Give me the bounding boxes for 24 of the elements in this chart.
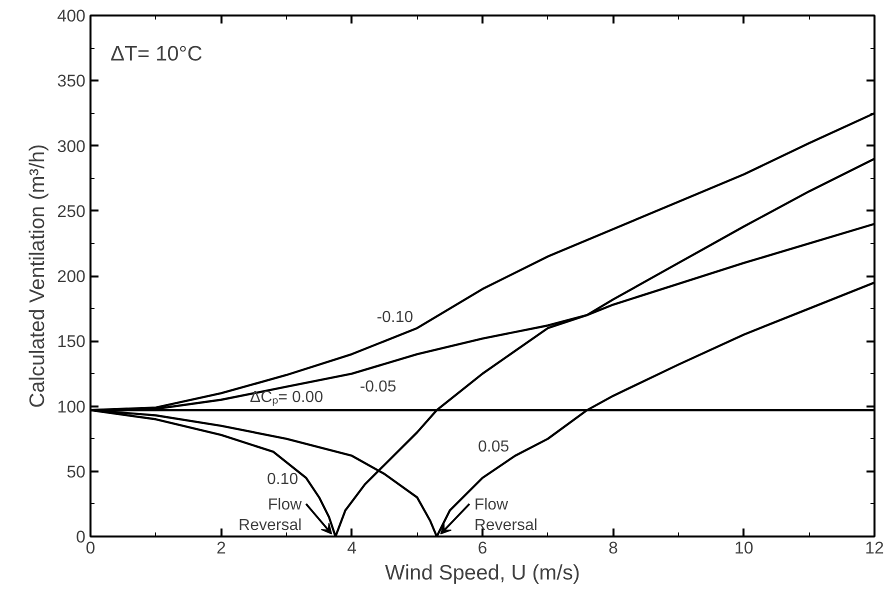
y-tick-label: 400 <box>57 6 86 26</box>
annotation: Flow Reversal <box>238 496 302 534</box>
y-tick-label: 100 <box>57 397 86 416</box>
x-tick-label: 12 <box>865 538 884 558</box>
annotation: 0.05 <box>478 438 510 456</box>
annotation: Flow Reversal <box>474 496 538 534</box>
annotation: ΔT= 10°C <box>110 42 202 66</box>
x-tick-label: 6 <box>478 538 488 558</box>
annotation: 0.10 <box>266 470 298 488</box>
x-axis-title: Wind Speed, U (m/s) <box>385 562 580 584</box>
annotation: ΔCₚ= 0.00 <box>250 389 324 406</box>
y-axis-title: Calculated Ventilation (m³/h) <box>26 144 50 408</box>
x-tick-label: 10 <box>734 538 754 558</box>
x-tick-label: 2 <box>216 538 226 558</box>
y-tick-label: 50 <box>66 462 86 482</box>
annotation: -0.05 <box>360 378 396 396</box>
y-tick-label: 200 <box>57 267 86 286</box>
x-tick-label: 8 <box>608 538 618 558</box>
y-tick-label: 150 <box>57 332 86 352</box>
y-tick-label: 250 <box>57 202 86 221</box>
x-tick-label: 4 <box>347 538 357 558</box>
y-tick-label: 300 <box>57 136 86 156</box>
y-tick-label: 350 <box>57 72 86 91</box>
annotation: -0.10 <box>376 309 414 326</box>
